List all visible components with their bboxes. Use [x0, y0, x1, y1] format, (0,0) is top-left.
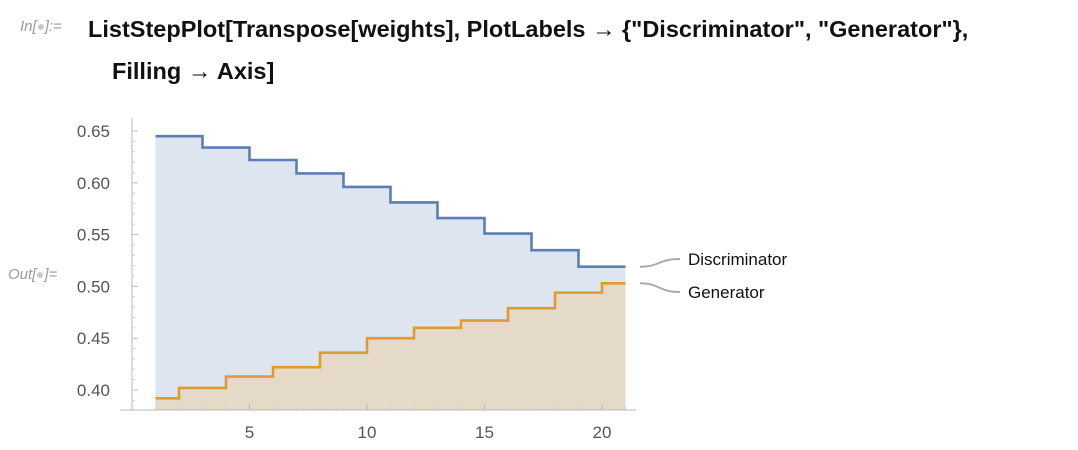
input-prompt: In[ ]:= — [20, 18, 62, 35]
y-tick-label: 0.40 — [77, 381, 110, 400]
y-tick-label: 0.65 — [77, 122, 110, 141]
y-tick-label: 0.60 — [77, 174, 110, 193]
x-tick-label: 20 — [593, 423, 612, 442]
y-tick-label: 0.55 — [77, 226, 110, 245]
cell-dot-icon — [37, 272, 44, 279]
input-cell-code[interactable]: ListStepPlot[Transpose[weights], PlotLab… — [88, 8, 1068, 92]
series-line-generator — [155, 281, 626, 400]
series-line-discriminator — [155, 134, 626, 269]
output-prompt-prefix: Out[ — [8, 266, 37, 283]
x-tick-label: 5 — [245, 423, 254, 442]
cell-dot-icon — [37, 24, 44, 31]
x-tick-label: 10 — [358, 423, 377, 442]
code-line-2: Filling → Axis] — [112, 58, 275, 84]
input-prompt-prefix: In[ — [20, 18, 37, 35]
input-prompt-suffix: ]:= — [44, 18, 62, 35]
output-prompt: Out[ ]= — [8, 266, 57, 283]
legend-connector — [639, 258, 681, 268]
y-tick-label: 0.45 — [77, 329, 110, 348]
legend-label-generator: Generator — [688, 283, 765, 302]
x-tick-label: 15 — [475, 423, 494, 442]
legend-label-discriminator: Discriminator — [688, 250, 788, 269]
legend-connector — [639, 282, 681, 293]
code-line-1: ListStepPlot[Transpose[weights], PlotLab… — [88, 16, 969, 42]
output-prompt-suffix: ]= — [44, 266, 58, 283]
y-tick-label: 0.50 — [77, 277, 110, 296]
